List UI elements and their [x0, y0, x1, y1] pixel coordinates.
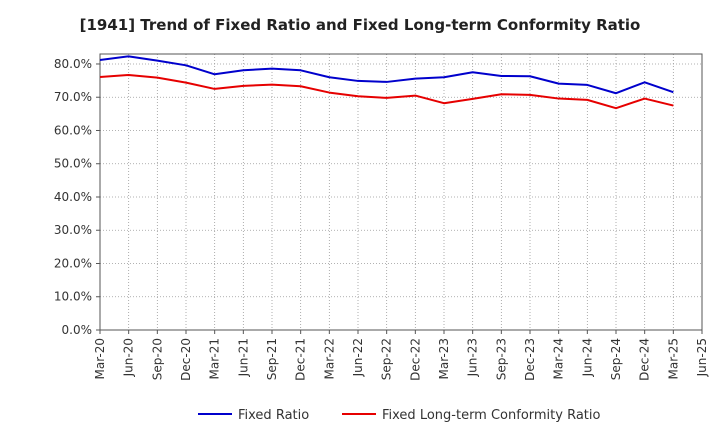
- x-tick-label: Sep-20: [150, 338, 164, 380]
- x-axis: Mar-20 Jun-20 Sep-20 Dec-20 Mar-21 Jun-21 Sep-…: [93, 330, 709, 381]
- y-tick-label: 10.0%: [54, 290, 92, 304]
- x-tick-label: Jun-25: [695, 338, 709, 377]
- x-tick-label: Dec-24: [638, 338, 652, 381]
- x-tick-label: Dec-23: [523, 338, 537, 381]
- y-tick-label: 50.0%: [54, 157, 92, 171]
- series-line-2: [99, 73, 674, 110]
- legend-label-1: Fixed Ratio: [238, 408, 309, 423]
- x-tick-label: Jun-20: [122, 338, 136, 377]
- x-tick-label: Mar-23: [437, 338, 451, 379]
- y-tick-label: 60.0%: [54, 123, 92, 137]
- y-tick-label: 0.0%: [62, 323, 93, 337]
- x-tick-label: Mar-22: [322, 338, 336, 379]
- x-tick-label: Dec-20: [179, 338, 193, 381]
- x-tick-label: Mar-24: [552, 338, 566, 379]
- x-tick-label: Mar-25: [666, 338, 680, 379]
- x-tick-label: Sep-22: [380, 338, 394, 380]
- y-tick-label: 80.0%: [54, 57, 92, 71]
- y-axis: 0.0% 10.0% 20.0% 30.0% 40.0% 50.0% 60.0% 70.0% 8…: [54, 57, 100, 337]
- x-tick-label: Sep-24: [609, 338, 623, 380]
- x-tick-label: Dec-22: [408, 338, 422, 381]
- x-tick-label: Jun-22: [351, 338, 365, 377]
- y-tick-label: 30.0%: [54, 223, 92, 237]
- chart-title: [1941] Trend of Fixed Ratio and Fixed Lo…: [80, 16, 641, 34]
- x-tick-label: Jun-24: [580, 338, 594, 377]
- x-tick-label: Jun-23: [466, 338, 480, 377]
- legend: Fixed Ratio Fixed Long-term Conformity Ra…: [198, 408, 601, 423]
- x-tick-label: Sep-21: [265, 338, 279, 380]
- y-tick-label: 20.0%: [54, 256, 92, 270]
- x-tick-label: Mar-20: [93, 338, 107, 379]
- x-tick-label: Sep-23: [494, 338, 508, 380]
- plot-frame: [99, 53, 703, 331]
- series-line-1: [99, 55, 674, 95]
- x-tick-label: Dec-21: [294, 338, 308, 381]
- series-group: [99, 55, 674, 110]
- x-tick-label: Mar-21: [208, 338, 222, 379]
- x-tick-label: Jun-21: [236, 338, 250, 377]
- y-tick-label: 70.0%: [54, 90, 92, 104]
- grid: [99, 53, 703, 331]
- legend-label-2: Fixed Long-term Conformity Ratio: [382, 408, 601, 423]
- y-tick-label: 40.0%: [54, 190, 92, 204]
